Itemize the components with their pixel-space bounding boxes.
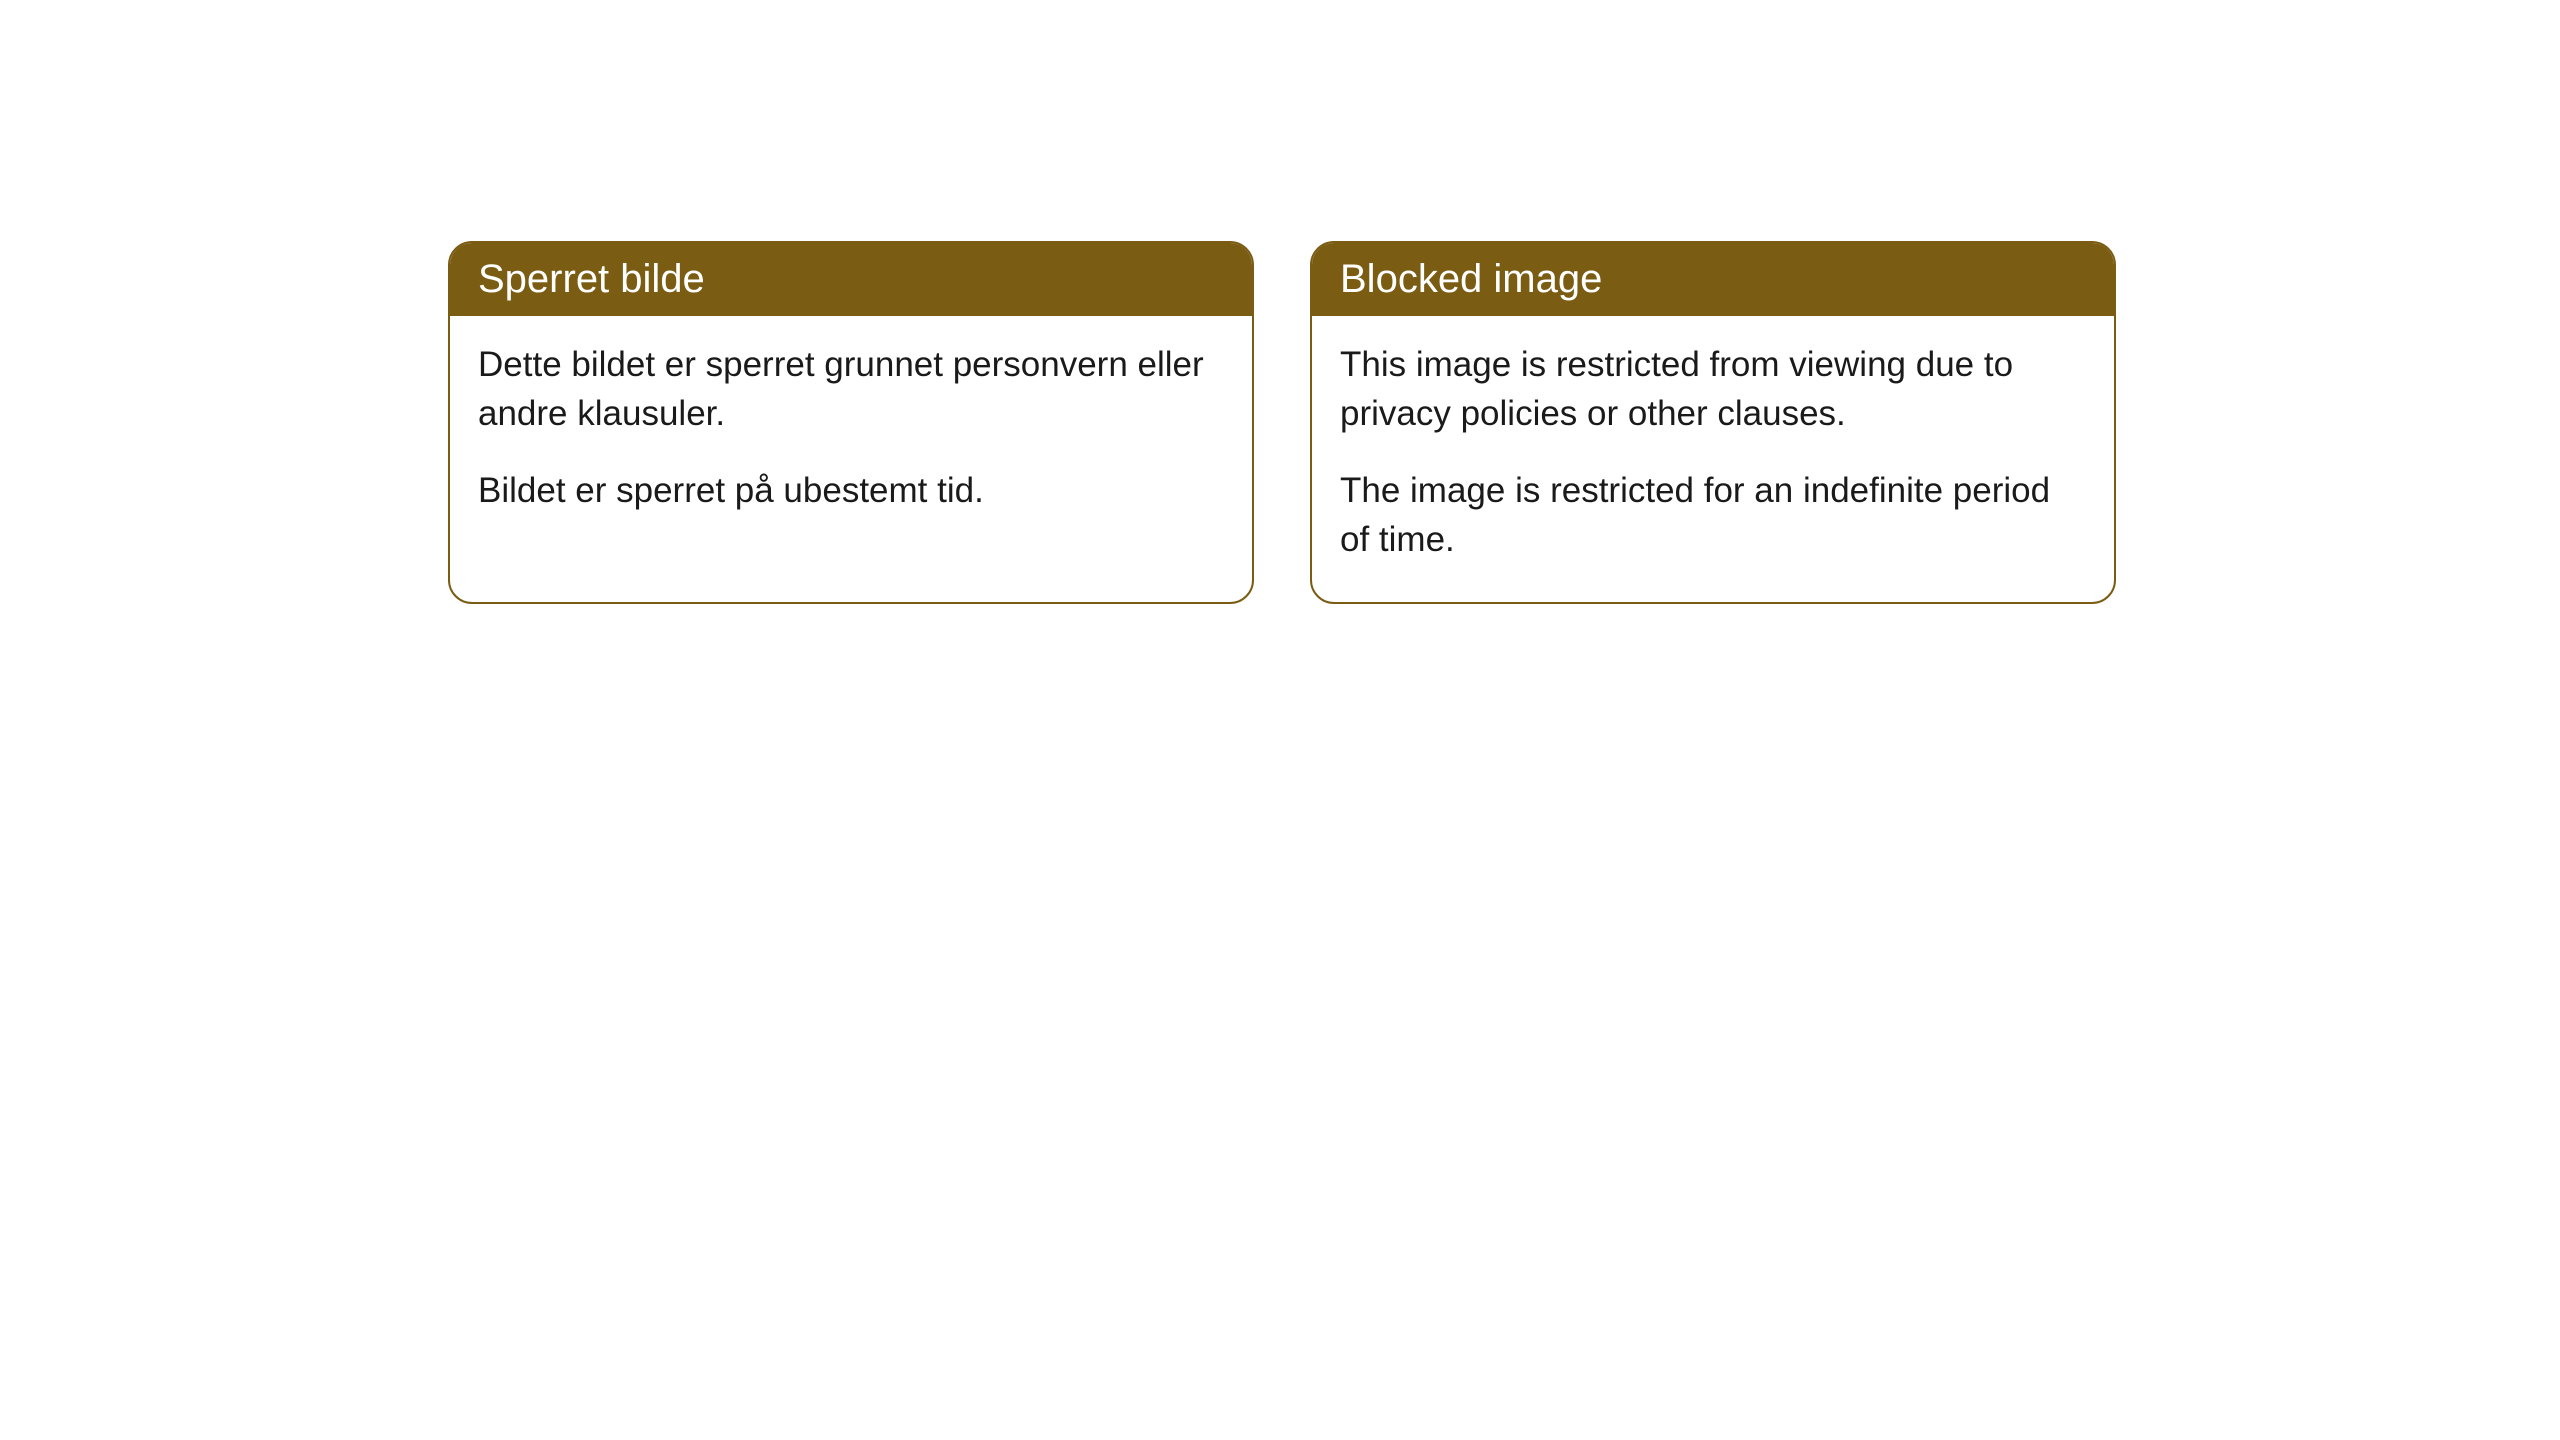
card-paragraph: The image is restricted for an indefinit… (1340, 466, 2086, 564)
card-paragraph: This image is restricted from viewing du… (1340, 340, 2086, 438)
card-body: Dette bildet er sperret grunnet personve… (450, 316, 1252, 553)
card-header: Sperret bilde (450, 243, 1252, 316)
notice-cards-container: Sperret bilde Dette bildet er sperret gr… (0, 0, 2560, 604)
card-paragraph: Dette bildet er sperret grunnet personve… (478, 340, 1224, 438)
card-title: Blocked image (1340, 257, 1602, 301)
card-title: Sperret bilde (478, 257, 705, 301)
card-paragraph: Bildet er sperret på ubestemt tid. (478, 466, 1224, 515)
card-body: This image is restricted from viewing du… (1312, 316, 2114, 602)
notice-card-english: Blocked image This image is restricted f… (1310, 241, 2116, 604)
notice-card-norwegian: Sperret bilde Dette bildet er sperret gr… (448, 241, 1254, 604)
card-header: Blocked image (1312, 243, 2114, 316)
